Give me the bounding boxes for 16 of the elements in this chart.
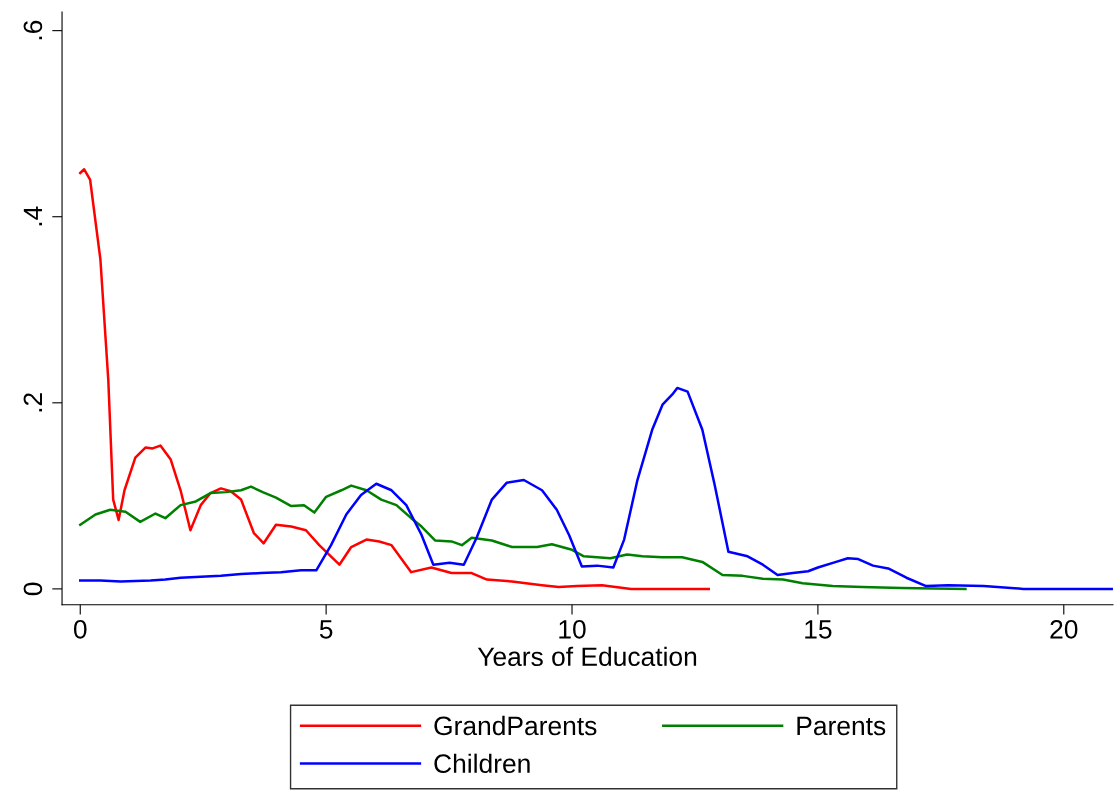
x-tick-label: 15: [805, 620, 832, 639]
y-tick-label: 0: [23, 582, 43, 596]
y-tick-label: .4: [23, 206, 42, 226]
y-tick-label: .6: [23, 20, 43, 40]
y-tick-label: .2: [23, 393, 42, 412]
line-series: [78, 484, 967, 591]
x-tick-label: 20: [1050, 619, 1078, 639]
x-tick-label: 10: [559, 619, 586, 639]
legend-label: Parents: [797, 716, 886, 736]
line-series: [78, 386, 1113, 591]
line-series: [78, 168, 710, 591]
legend-label: GrandParents: [434, 715, 597, 736]
x-tick-label: 0: [73, 619, 87, 639]
x-axis-title: Years of Education: [477, 646, 697, 667]
x-tick-label: 5: [319, 620, 333, 639]
legend-label: Children: [434, 753, 530, 774]
